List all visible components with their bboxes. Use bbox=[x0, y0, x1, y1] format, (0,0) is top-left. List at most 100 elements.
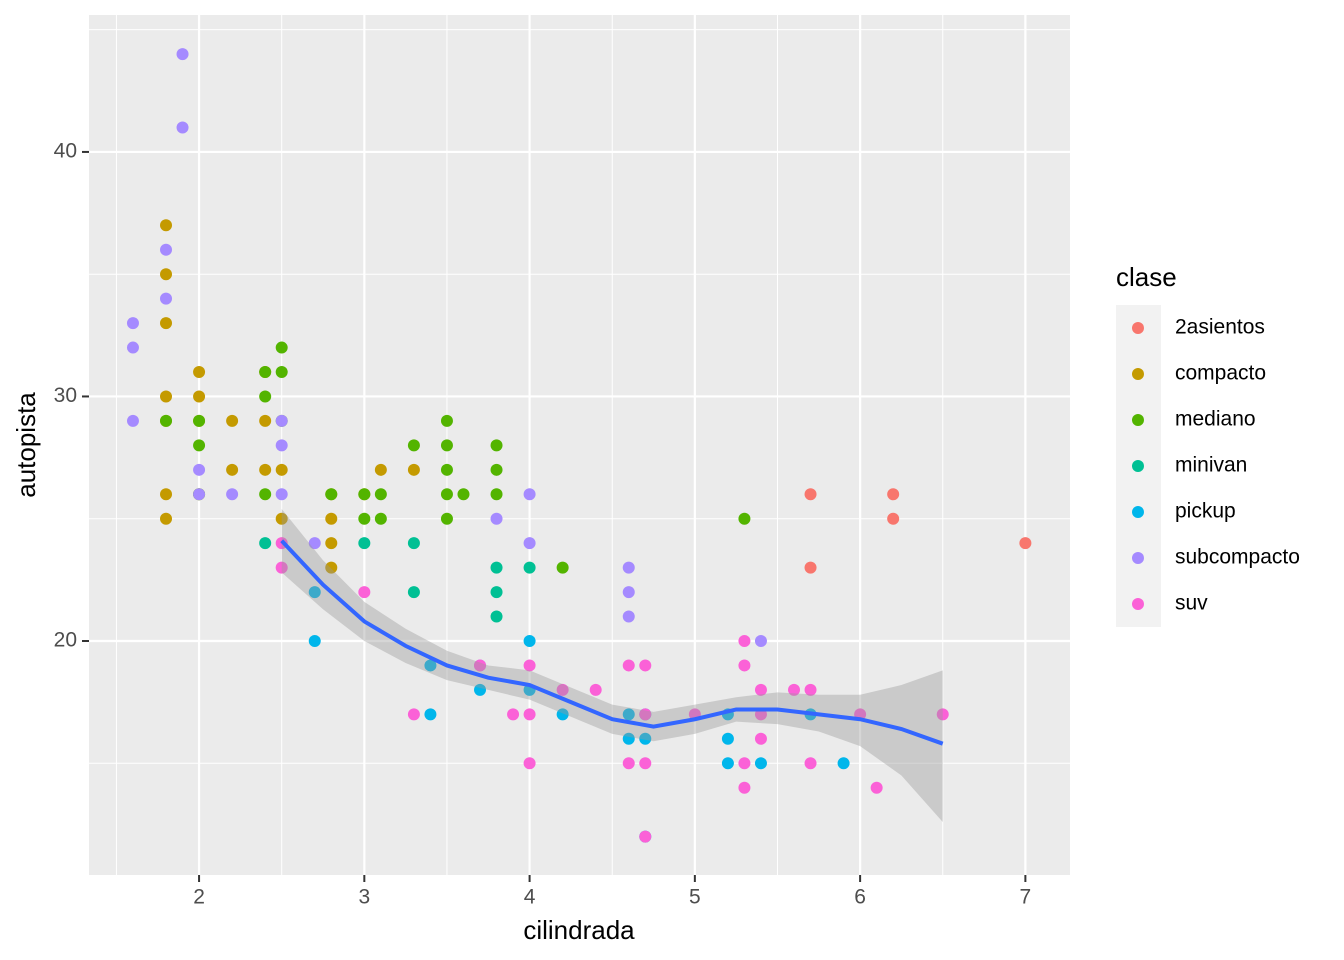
x-tick-label: 4 bbox=[524, 886, 536, 909]
point bbox=[837, 757, 850, 770]
legend-key bbox=[1132, 460, 1144, 472]
point bbox=[622, 610, 635, 623]
point bbox=[754, 732, 767, 745]
point bbox=[556, 708, 569, 721]
point bbox=[193, 366, 206, 379]
point bbox=[325, 537, 338, 550]
point bbox=[160, 317, 173, 330]
legend-label: 2asientos bbox=[1175, 316, 1265, 339]
legend-key bbox=[1132, 322, 1144, 334]
point bbox=[887, 488, 900, 501]
point bbox=[160, 488, 173, 501]
point bbox=[160, 243, 173, 256]
point bbox=[407, 586, 420, 599]
point bbox=[738, 634, 751, 647]
point bbox=[226, 414, 239, 427]
point bbox=[804, 683, 817, 696]
point bbox=[804, 757, 817, 770]
point bbox=[804, 488, 817, 501]
confidence-band bbox=[281, 508, 943, 822]
point bbox=[754, 757, 767, 770]
point bbox=[325, 488, 338, 501]
point bbox=[275, 439, 288, 452]
point bbox=[457, 488, 470, 501]
point bbox=[407, 439, 420, 452]
point bbox=[407, 537, 420, 550]
point bbox=[126, 317, 139, 330]
point bbox=[160, 390, 173, 403]
x-tick-label: 6 bbox=[854, 886, 866, 909]
x-axis-title: cilindrada bbox=[523, 915, 635, 945]
point bbox=[259, 537, 272, 550]
point bbox=[507, 708, 520, 721]
point bbox=[490, 512, 503, 525]
point bbox=[308, 634, 321, 647]
legend-title: clase bbox=[1116, 262, 1177, 292]
legend-key bbox=[1132, 552, 1144, 564]
point bbox=[160, 512, 173, 525]
point bbox=[275, 414, 288, 427]
point bbox=[440, 439, 453, 452]
point bbox=[556, 561, 569, 574]
point bbox=[424, 708, 437, 721]
point bbox=[788, 683, 801, 696]
point bbox=[325, 512, 338, 525]
x-tick-label: 3 bbox=[358, 886, 370, 909]
legend-label: subcompacto bbox=[1175, 546, 1300, 569]
point bbox=[358, 488, 371, 501]
point bbox=[374, 512, 387, 525]
point bbox=[754, 683, 767, 696]
x-tick-label: 5 bbox=[689, 886, 701, 909]
point bbox=[259, 366, 272, 379]
point bbox=[523, 659, 536, 672]
point bbox=[275, 341, 288, 354]
point bbox=[721, 732, 734, 745]
point bbox=[358, 512, 371, 525]
point bbox=[523, 634, 536, 647]
legend-key bbox=[1132, 506, 1144, 518]
point bbox=[126, 341, 139, 354]
point bbox=[275, 512, 288, 525]
point bbox=[490, 463, 503, 476]
point bbox=[193, 414, 206, 427]
point bbox=[804, 561, 817, 574]
point bbox=[1019, 537, 1032, 550]
point bbox=[639, 757, 652, 770]
point bbox=[490, 439, 503, 452]
point bbox=[160, 219, 173, 232]
point bbox=[474, 683, 487, 696]
y-tick-label: 30 bbox=[54, 384, 77, 407]
point bbox=[176, 121, 189, 134]
y-axis-title: autopista bbox=[11, 392, 41, 498]
point bbox=[308, 586, 321, 599]
point bbox=[490, 586, 503, 599]
point bbox=[275, 463, 288, 476]
point bbox=[374, 463, 387, 476]
point bbox=[523, 488, 536, 501]
point bbox=[721, 757, 734, 770]
legend-label: pickup bbox=[1175, 500, 1236, 523]
point bbox=[358, 586, 371, 599]
point bbox=[556, 683, 569, 696]
point bbox=[275, 488, 288, 501]
point bbox=[440, 488, 453, 501]
x-tick-label: 2 bbox=[193, 886, 205, 909]
point bbox=[622, 732, 635, 745]
point bbox=[407, 463, 420, 476]
point bbox=[622, 757, 635, 770]
legend-key bbox=[1132, 368, 1144, 380]
point bbox=[374, 488, 387, 501]
point bbox=[936, 708, 949, 721]
point bbox=[639, 659, 652, 672]
point bbox=[523, 708, 536, 721]
point bbox=[440, 463, 453, 476]
point bbox=[490, 561, 503, 574]
point bbox=[622, 708, 635, 721]
point bbox=[490, 610, 503, 623]
point bbox=[308, 537, 321, 550]
point bbox=[622, 586, 635, 599]
legend-label: compacto bbox=[1175, 362, 1266, 385]
point bbox=[622, 659, 635, 672]
point bbox=[160, 292, 173, 305]
